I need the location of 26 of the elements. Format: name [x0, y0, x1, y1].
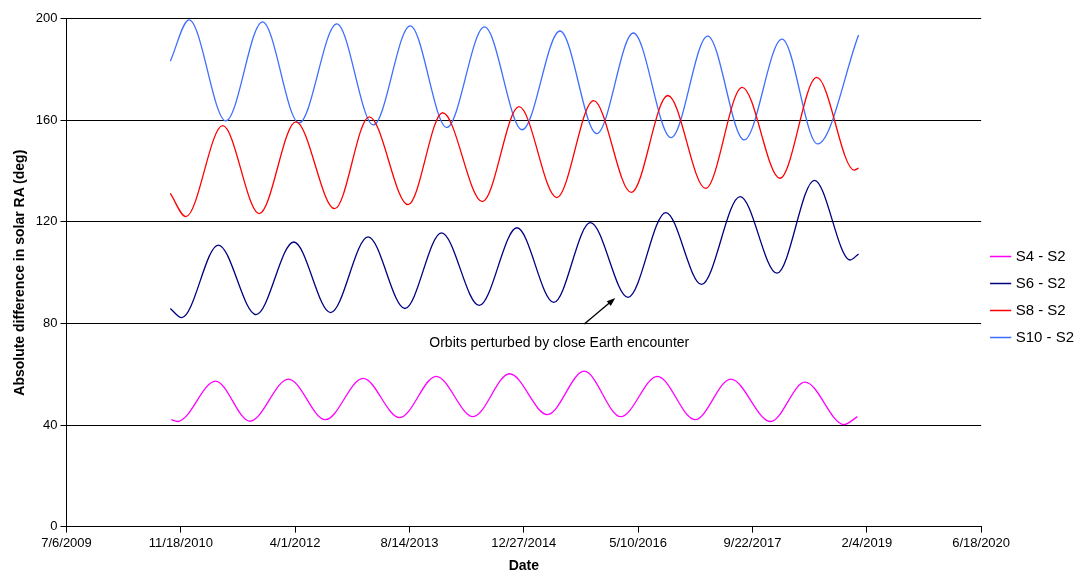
y-tick-label: 200 — [35, 10, 58, 26]
y-tick-label: 40 — [43, 416, 58, 432]
y-tick-label: 0 — [50, 518, 58, 534]
legend-label: S6 - S2 — [1015, 273, 1066, 291]
y-axis-title: Absolute difference in solar RA (deg) — [11, 149, 28, 396]
y-tick-label: 160 — [35, 111, 58, 127]
line-series — [170, 370, 859, 426]
x-tick-label: 7/6/2009 — [41, 534, 92, 550]
x-tick-label: 8/14/2013 — [380, 534, 439, 550]
legend-label: S8 - S2 — [1015, 300, 1066, 318]
x-tick-label: 12/27/2014 — [491, 534, 557, 550]
x-tick-label: 4/1/2012 — [269, 534, 321, 550]
x-tick-label: 9/22/2017 — [723, 534, 782, 550]
legend-label: S10 - S2 — [1015, 327, 1075, 345]
y-tick-label: 120 — [35, 213, 58, 229]
x-axis-title: Date — [508, 557, 540, 574]
annotation: Orbits perturbed by close Earth encounter — [429, 333, 690, 350]
line-series — [169, 19, 860, 145]
y-tick-label: 80 — [43, 315, 58, 331]
x-tick-label: 6/18/2020 — [952, 534, 1011, 550]
line-series — [169, 76, 860, 218]
x-tick-label: 2/4/2019 — [841, 534, 893, 550]
line-series — [169, 179, 860, 319]
x-tick-label: 11/18/2010 — [148, 534, 213, 550]
legend-label: S4 - S2 — [1015, 246, 1066, 264]
x-tick-label: 5/10/2016 — [609, 534, 668, 550]
